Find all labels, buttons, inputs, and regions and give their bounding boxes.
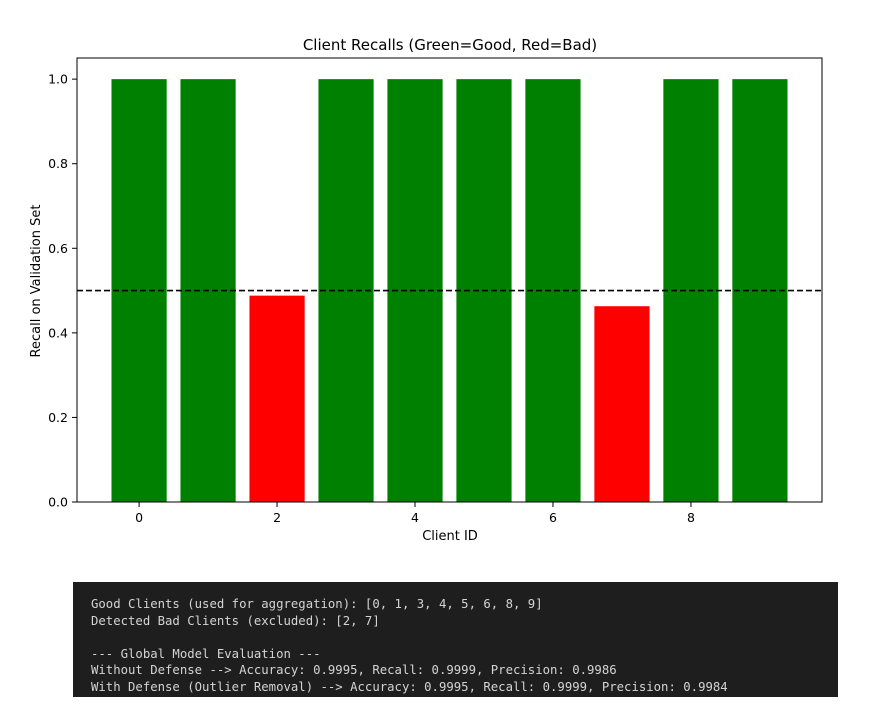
bar-client-2 bbox=[249, 295, 305, 502]
y-tick-label: 0.0 bbox=[48, 495, 68, 510]
y-tick-label: 1.0 bbox=[48, 72, 68, 87]
console-line: Without Defense --> Accuracy: 0.9995, Re… bbox=[91, 663, 617, 677]
console-line: With Defense (Outlier Removal) --> Accur… bbox=[91, 679, 728, 694]
x-tick-label: 8 bbox=[687, 510, 695, 525]
bar-client-9 bbox=[732, 79, 788, 503]
console-line: Detected Bad Clients (excluded): [2, 7] bbox=[91, 613, 380, 628]
x-tick-label: 4 bbox=[411, 510, 419, 525]
bar-client-0 bbox=[111, 79, 167, 503]
x-axis-label: Client ID bbox=[422, 529, 478, 544]
y-tick-label: 0.8 bbox=[48, 156, 68, 171]
y-tick-label: 0.2 bbox=[48, 410, 68, 425]
x-tick-label: 2 bbox=[273, 510, 281, 525]
console-line: --- Global Model Evaluation --- bbox=[91, 646, 321, 661]
console-line bbox=[91, 629, 838, 646]
y-axis-ticks: 0.0 0.2 0.4 0.6 0.8 1.0 bbox=[48, 72, 77, 510]
client-recalls-chart: Client Recalls (Green=Good, Red=Bad) 0.0… bbox=[29, 36, 823, 544]
bar-client-7 bbox=[594, 306, 650, 502]
console-output: Good Clients (used for aggregation): [0,… bbox=[73, 582, 838, 697]
plot-frame bbox=[76, 57, 823, 503]
y-tick-label: 0.6 bbox=[48, 241, 68, 256]
y-tick-label: 0.4 bbox=[48, 325, 68, 340]
y-axis-label: Recall on Validation Set bbox=[29, 205, 44, 358]
x-axis-ticks: 0 2 4 6 8 bbox=[135, 502, 695, 525]
console-line: Good Clients (used for aggregation): [0,… bbox=[91, 597, 543, 611]
bar-client-6 bbox=[525, 79, 581, 503]
x-tick-label: 6 bbox=[549, 510, 557, 525]
bar-client-3 bbox=[318, 79, 374, 503]
x-tick-label: 0 bbox=[135, 510, 143, 525]
chart-title: Client Recalls (Green=Good, Red=Bad) bbox=[303, 36, 597, 54]
